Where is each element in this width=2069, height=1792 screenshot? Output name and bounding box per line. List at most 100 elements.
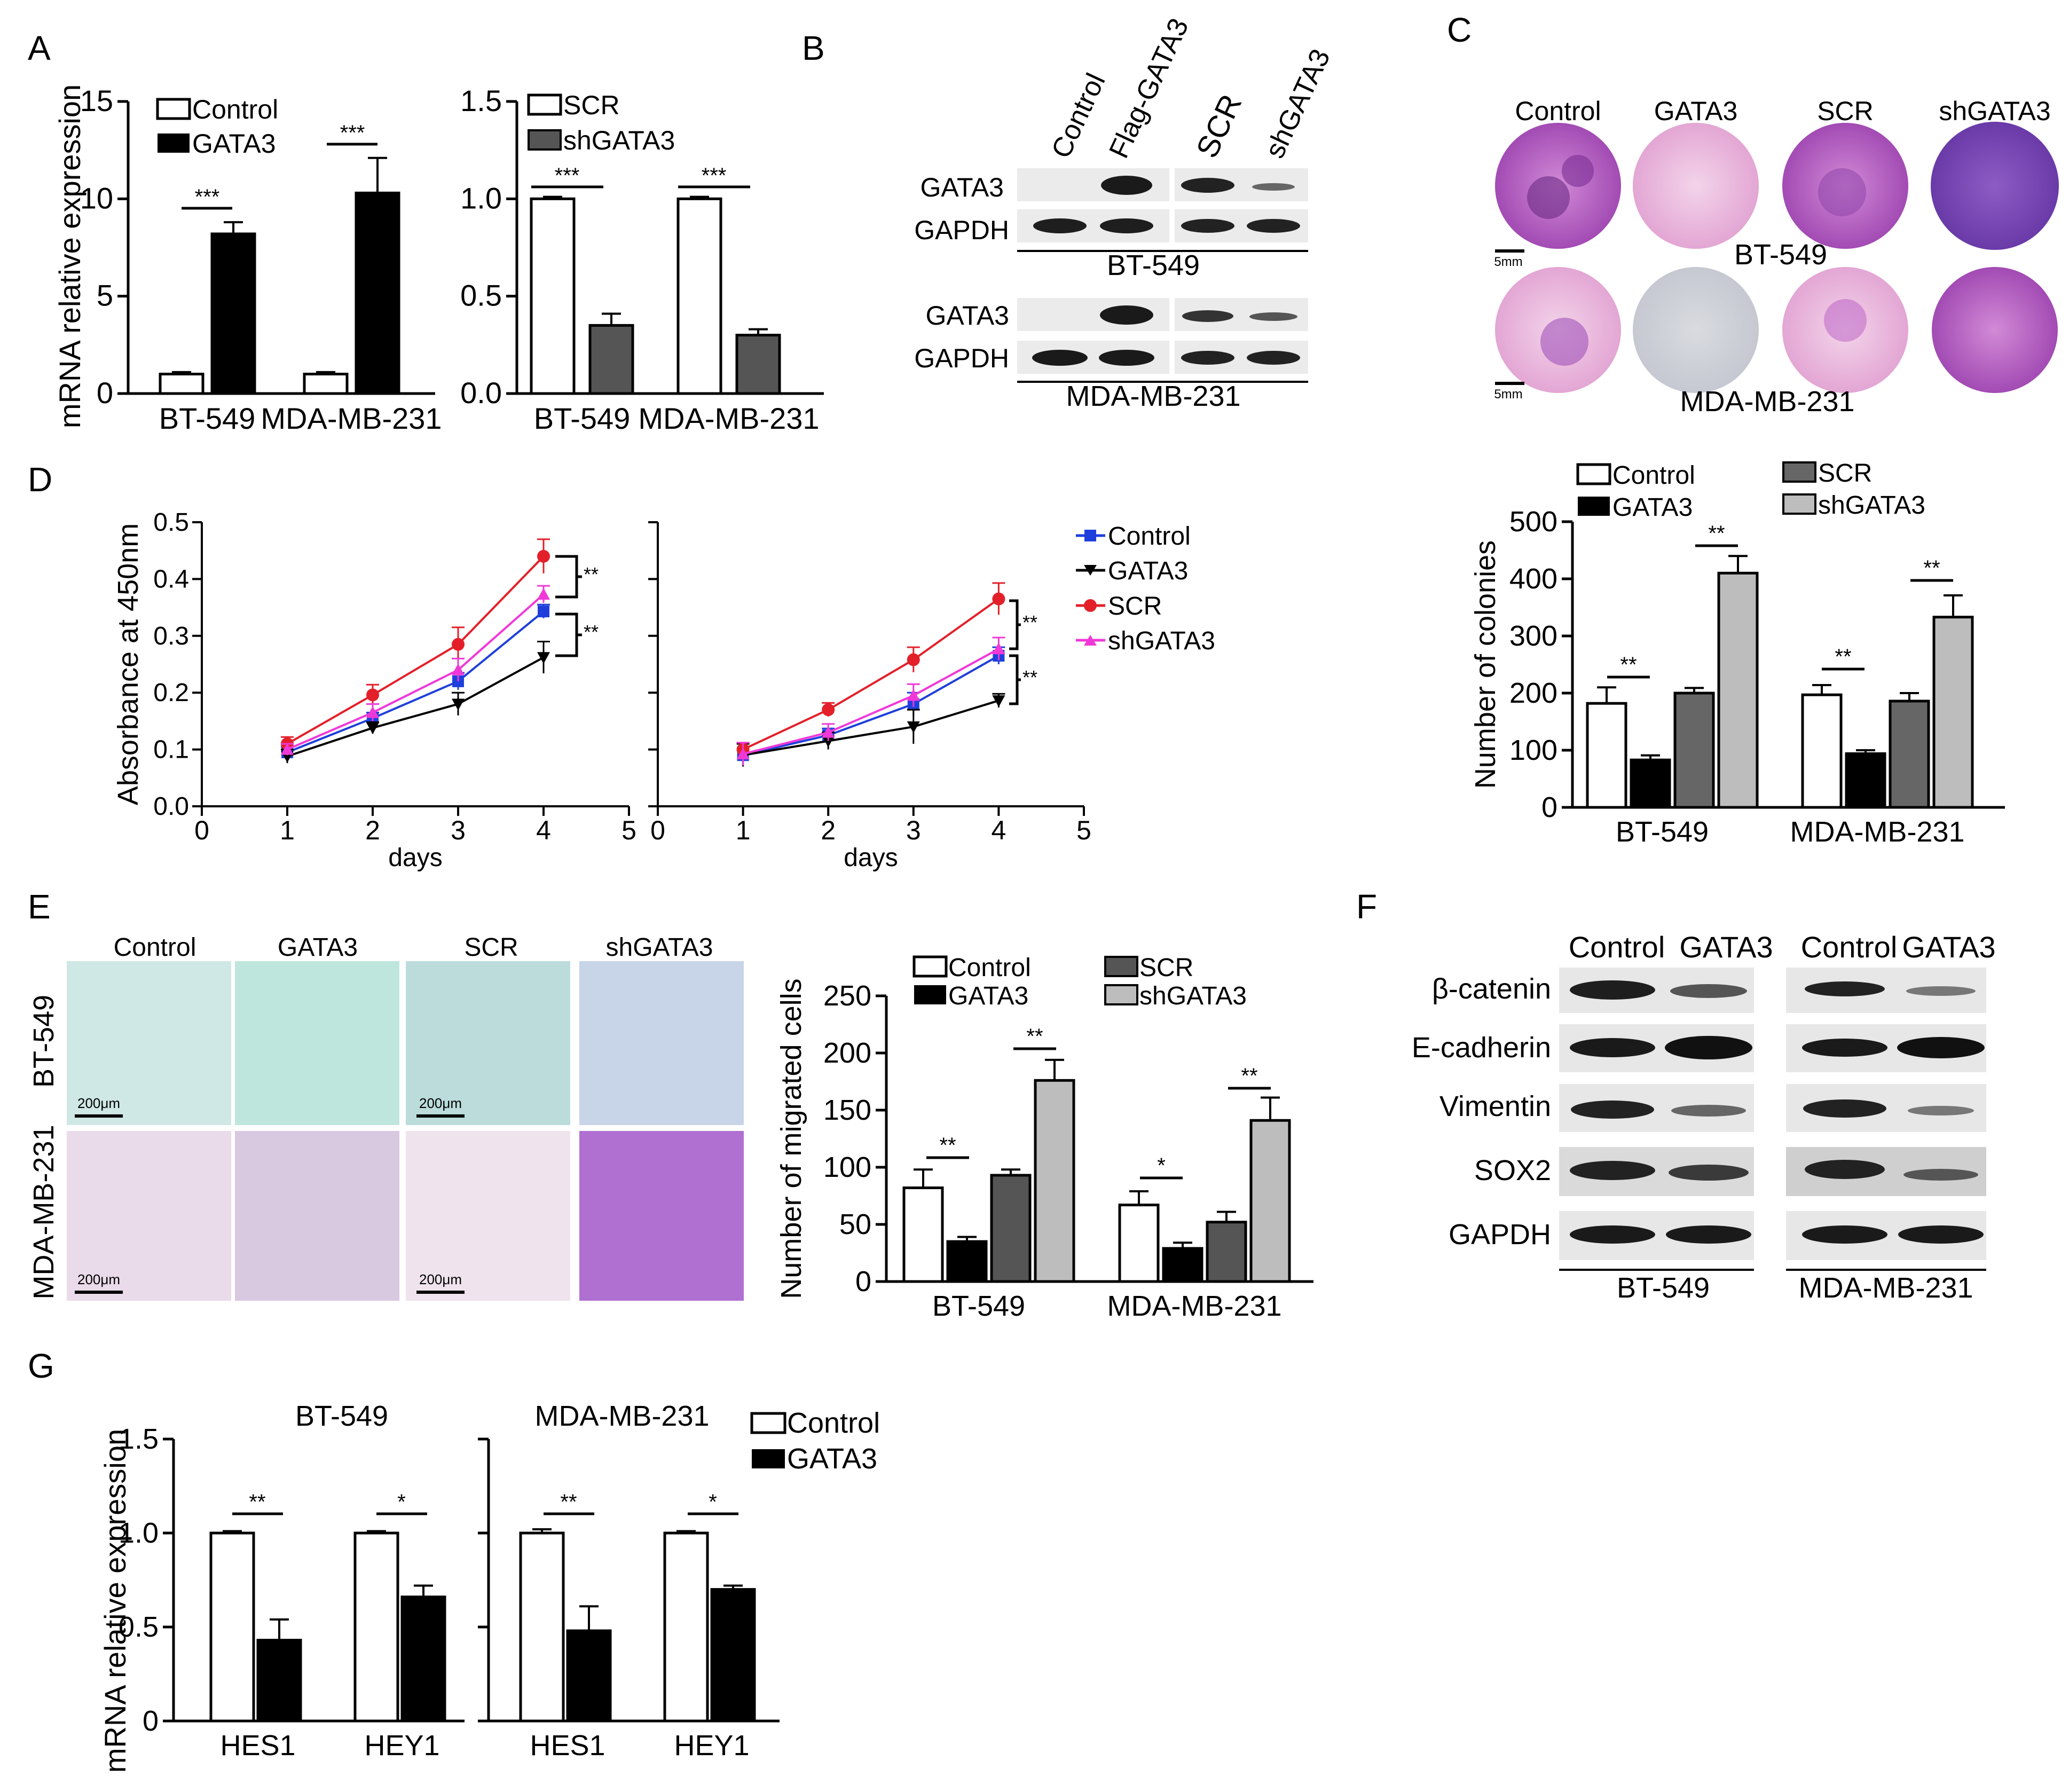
lane-label: SCR: [1190, 89, 1249, 163]
y-tick-label: 0.2: [153, 679, 189, 707]
sig-label: **: [1835, 645, 1851, 669]
scale-label: 200μm: [419, 1095, 462, 1111]
group-label: shGATA3: [1939, 96, 2050, 126]
series-line: [287, 656, 544, 758]
cell-line-label: MDA-MB-231: [1798, 1272, 1973, 1304]
chart-a-right: 0.0 0.5 1.0 1.5 BT-549 MDA-MB-231: [460, 84, 824, 435]
bar: [256, 1639, 302, 1723]
y-tick-label: 0.3: [153, 622, 189, 650]
blot-band: [1903, 1169, 1978, 1181]
data-point: [366, 688, 379, 702]
bar: [303, 373, 349, 395]
panel-letter-e: E: [28, 887, 51, 926]
chart-d-left: 0.0 0.1 0.2 0.3 0.4 0.5 0 1 2 3 4 5 days Absorbance a…: [112, 508, 636, 872]
legend-marker-shgata3: [1084, 635, 1097, 646]
sig-label: ***: [555, 164, 580, 187]
y-tick-label: 0.1: [153, 736, 189, 764]
data-point: [537, 652, 550, 664]
sig-label: **: [1923, 556, 1940, 580]
bar: [1717, 571, 1759, 809]
data-point: [281, 743, 294, 755]
legend-marker-scr: [1084, 599, 1097, 612]
blot-band: [1032, 350, 1088, 366]
bar: [1162, 1247, 1203, 1283]
colony-cluster: [1562, 155, 1594, 187]
protein-label: GATA3: [920, 172, 1004, 202]
blot-band: [1802, 1225, 1887, 1244]
y-tick-label: 0: [143, 1705, 159, 1737]
series-line: [743, 655, 1000, 757]
legend-marker-gata3: [1084, 565, 1097, 576]
data-point: [537, 549, 550, 563]
y-tick-label: 500: [1509, 506, 1557, 538]
blot-band: [1252, 183, 1295, 191]
x-axis-label: days: [388, 844, 442, 872]
legend-swatch-control: [750, 1412, 786, 1434]
cell-line-label: MDA-MB-231: [28, 1125, 60, 1299]
legend-swatch-shgata3: [1782, 493, 1816, 515]
data-point: [822, 726, 835, 738]
cell-line-label: BT-549: [28, 995, 60, 1088]
migration-image: [406, 1131, 570, 1301]
bar: [902, 1186, 944, 1283]
legend-label-control: Control: [787, 1407, 880, 1439]
y-tick-label: 15: [80, 84, 113, 117]
blot-band: [1570, 1161, 1655, 1180]
colony-cluster: [1824, 299, 1867, 342]
legend-swatch-control: [156, 98, 191, 120]
bar: [1673, 691, 1715, 809]
blot-band: [1671, 1105, 1746, 1117]
sig-bracket: [555, 555, 582, 599]
sig-label: *: [709, 1490, 717, 1514]
y-tick-label: 1.5: [119, 1423, 159, 1455]
data-point: [452, 638, 465, 651]
panel-letter-d: D: [28, 460, 52, 499]
panel-letter-b: B: [802, 29, 825, 67]
y-tick-label: 0.5: [460, 279, 502, 312]
panel-letter-g: G: [28, 1347, 54, 1385]
legend-label-control: Control: [1612, 461, 1695, 490]
bar: [676, 197, 722, 395]
legend-label-scr: SCR: [1108, 592, 1162, 620]
chart-e-migration: 0 50 100 150 200 250 Number of migrated cells B…: [775, 978, 1313, 1322]
chart-g-right: MDA-MB-231 HES1 HEY1: [478, 1400, 780, 1762]
lane-label: Control: [1045, 69, 1111, 163]
y-tick-label: 0.4: [153, 565, 189, 593]
bar: [400, 1595, 446, 1723]
blot-band: [1805, 1160, 1885, 1179]
y-tick-label: 0.0: [153, 792, 189, 821]
migration-image: [406, 961, 570, 1125]
colony-plate: [1633, 267, 1759, 393]
x-tick-label: 3: [451, 815, 466, 845]
data-point: [907, 689, 920, 701]
cell-line-label: MDA-MB-231: [1680, 386, 1854, 418]
sig-label: *: [397, 1490, 406, 1514]
blot-band: [1670, 984, 1747, 998]
bar: [735, 334, 781, 395]
x-tick-label: 1: [736, 815, 751, 845]
legend-label-control: Control: [948, 954, 1031, 982]
legend-label-shgata3: shGATA3: [1108, 627, 1215, 655]
blot-band: [1570, 1225, 1655, 1244]
panel-letter-a: A: [28, 29, 51, 67]
colony-plate: [1932, 267, 2058, 393]
bar: [159, 373, 204, 395]
x-tick-label: 5: [1076, 815, 1091, 845]
blot-band: [1908, 1106, 1974, 1115]
data-point: [538, 606, 549, 618]
blot-band: [1666, 1225, 1751, 1244]
sig-label: **: [1026, 1025, 1043, 1048]
scale-label: 5mm: [1494, 387, 1522, 402]
lane-label: Control: [1801, 930, 1898, 964]
blot-band: [1181, 351, 1234, 365]
colony-cluster: [1540, 318, 1588, 366]
legend-swatch-shgata3: [1104, 984, 1138, 1005]
bar: [355, 191, 400, 395]
y-tick-label: 100: [1509, 734, 1557, 766]
legend-swatch-control: [1576, 463, 1611, 485]
sig-label: **: [1620, 653, 1637, 677]
sig-label: **: [1022, 611, 1037, 633]
panel-g: mRNA relative expression 0 0.5 1.0 1.5 BT-54…: [98, 1400, 880, 1773]
y-tick-label: 1.0: [460, 181, 502, 215]
